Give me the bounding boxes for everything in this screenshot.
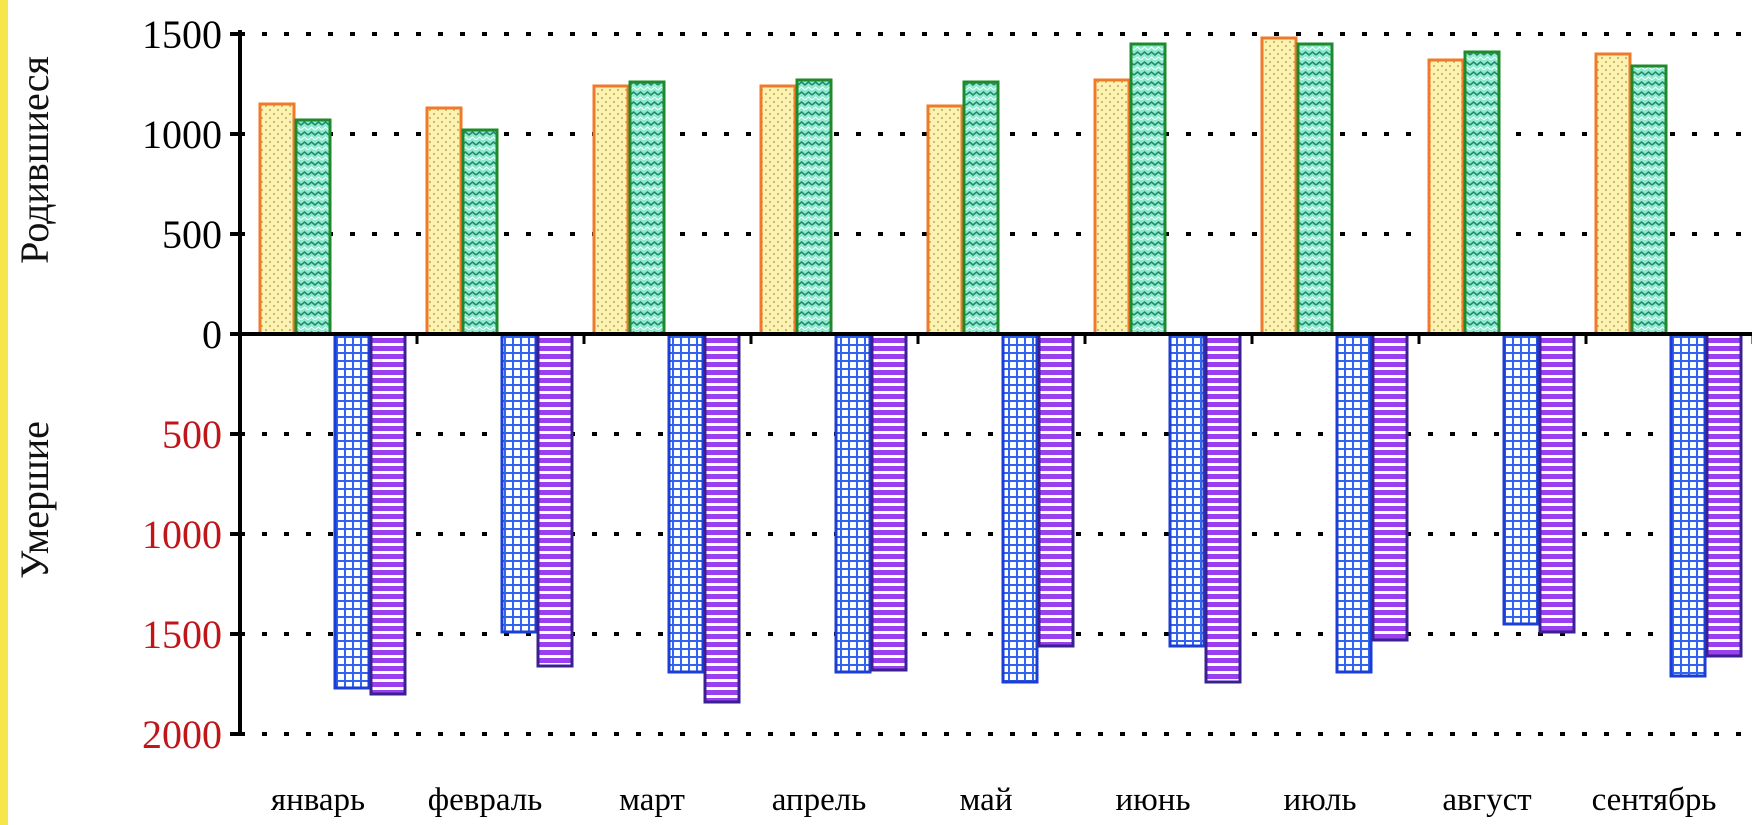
bar-born-1 <box>1427 58 1465 336</box>
category-labels: январь февраль март апрель май июнь июль август… <box>271 782 1717 818</box>
bar-died-1 <box>1168 332 1206 648</box>
bar-died-1 <box>834 332 872 674</box>
y-tick-label-top: 0 <box>202 312 222 357</box>
bar-born-2 <box>962 80 1000 336</box>
y-tick-label-bottom: 1000 <box>142 512 222 557</box>
bar-died-1 <box>1335 332 1373 674</box>
x-category-label: май <box>960 782 1013 818</box>
y-tick-label-top: 1500 <box>142 12 222 57</box>
y-axis-label-top: Родившиеся <box>12 56 57 264</box>
bar-born-2 <box>1129 42 1167 336</box>
bar-born-2 <box>1630 64 1668 336</box>
bar-died-2 <box>369 332 407 696</box>
bar-died-1 <box>333 332 371 690</box>
y-axis-label-bottom: Умершие <box>12 421 57 579</box>
x-category-label: апрель <box>772 782 867 818</box>
x-category-label: июнь <box>1115 782 1190 818</box>
bar-died-2 <box>1705 332 1743 658</box>
bar-died-1 <box>1001 332 1039 684</box>
y-tick-label-top: 1000 <box>142 112 222 157</box>
bar-died-2 <box>870 332 908 672</box>
bar-born-1 <box>1093 78 1131 336</box>
axes <box>230 30 1752 736</box>
x-category-label: август <box>1442 782 1531 818</box>
bar-died-2 <box>1037 332 1075 648</box>
bar-died-1 <box>500 332 538 634</box>
bar-born-2 <box>1463 50 1501 336</box>
bar-born-2 <box>795 78 833 336</box>
bar-died-2 <box>536 332 574 668</box>
x-category-label: январь <box>271 782 365 818</box>
bar-born-2 <box>461 128 499 336</box>
y-tick-label-top: 500 <box>162 212 222 257</box>
bar-died-2 <box>1538 332 1576 634</box>
bar-born-1 <box>425 106 463 336</box>
bar-died-2 <box>703 332 741 704</box>
y-tick-label-bottom: 1500 <box>142 612 222 657</box>
x-category-label: март <box>619 782 685 818</box>
tick-labels: 0 500 1000 1500 500 1000 1500 2000 <box>142 12 222 757</box>
bar-died-1 <box>667 332 705 674</box>
bar-born-1 <box>592 84 630 336</box>
bar-born-1 <box>1594 52 1632 336</box>
bar-died-2 <box>1204 332 1242 684</box>
x-category-label: сентябрь <box>1592 782 1717 818</box>
y-tick-label-bottom: 500 <box>162 412 222 457</box>
bar-born-1 <box>258 102 296 336</box>
bar-born-2 <box>294 118 332 336</box>
bar-born-1 <box>926 104 964 336</box>
x-category-label: февраль <box>428 782 543 818</box>
bar-born-1 <box>759 84 797 336</box>
bar-died-1 <box>1502 332 1540 626</box>
bar-born-2 <box>628 80 666 336</box>
bar-died-2 <box>1371 332 1409 642</box>
y-tick-label-bottom: 2000 <box>142 712 222 757</box>
bar-born-1 <box>1260 36 1298 336</box>
bar-born-2 <box>1296 42 1334 336</box>
bars <box>258 36 1743 704</box>
bar-died-1 <box>1669 332 1707 678</box>
x-category-label: июль <box>1283 782 1356 818</box>
